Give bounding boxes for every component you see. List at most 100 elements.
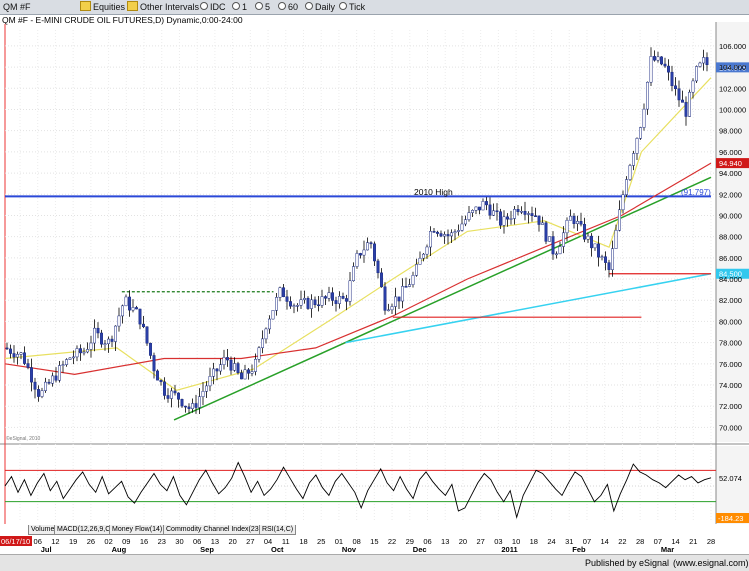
interval-radio-daily[interactable]: Daily xyxy=(305,0,335,14)
candle xyxy=(348,280,352,302)
candle xyxy=(170,390,173,399)
candle xyxy=(341,296,345,299)
candle xyxy=(576,221,579,224)
annotations: 103.975 94.940 84.500 xyxy=(716,62,749,279)
date-tick-label: 03 xyxy=(494,537,502,546)
radio-icon xyxy=(339,2,347,10)
date-tick-label: 20 xyxy=(459,537,467,546)
candle xyxy=(299,299,303,306)
folder-icon xyxy=(80,1,91,11)
month-label: Feb xyxy=(572,545,586,554)
candle xyxy=(233,363,236,371)
tab-rsi[interactable]: RSI(14,C) xyxy=(259,525,297,535)
candle xyxy=(572,215,576,224)
candle xyxy=(544,222,548,242)
candle xyxy=(254,358,257,372)
interval-radio-5[interactable]: 5 xyxy=(255,0,270,14)
candle xyxy=(247,369,250,374)
price-tick-label: 84.000 xyxy=(719,275,742,284)
tab-volume[interactable]: Volume xyxy=(28,525,58,535)
candle xyxy=(79,348,82,354)
candle xyxy=(632,153,635,166)
price-tick-label: 106.000 xyxy=(719,42,746,51)
radio-icon xyxy=(305,2,313,10)
date-tick-label: 16 xyxy=(140,537,148,546)
date-tick-label: 30 xyxy=(175,537,183,546)
equities-menu[interactable]: Equities xyxy=(80,0,125,14)
candle xyxy=(443,234,446,237)
candle xyxy=(152,355,156,372)
candle xyxy=(418,257,422,265)
symbol-label[interactable]: QM #F xyxy=(3,2,31,12)
candle xyxy=(303,298,306,300)
candle xyxy=(65,359,68,365)
candle xyxy=(184,405,187,408)
candle xyxy=(334,300,338,304)
tab-money-flow[interactable]: Money Flow(14) xyxy=(109,525,166,535)
candle xyxy=(551,236,555,255)
candle xyxy=(268,318,271,330)
candle xyxy=(373,243,376,262)
candle xyxy=(502,216,506,226)
candle xyxy=(128,296,131,311)
price-tag xyxy=(716,62,749,73)
osc-low-tag xyxy=(716,513,749,523)
date-tick-label: 15 xyxy=(370,537,378,546)
price-tick-label: 92.000 xyxy=(719,190,742,199)
date-tick-label: 25 xyxy=(317,537,325,546)
tab-cci[interactable]: Commodity Channel Index(23,C) xyxy=(163,525,271,535)
candle xyxy=(555,253,558,256)
candle xyxy=(667,65,670,73)
tab-macd[interactable]: MACD(12,26,9,C) xyxy=(54,525,116,535)
candle xyxy=(51,375,54,384)
interval-radio-tick[interactable]: Tick xyxy=(339,0,365,14)
status-bar: Published by eSignal (www.esignal.com) xyxy=(0,554,749,571)
candle xyxy=(44,381,47,391)
candle xyxy=(103,343,107,345)
candle xyxy=(495,210,499,213)
candle xyxy=(289,301,292,307)
hline-value-label: (91.797) xyxy=(681,188,711,197)
date-tick-label: 23 xyxy=(158,537,166,546)
candle xyxy=(292,305,296,307)
candle xyxy=(5,347,9,350)
month-label: Nov xyxy=(342,545,357,554)
price-tick-label: 72.000 xyxy=(719,402,742,411)
candle xyxy=(212,368,215,377)
candle xyxy=(471,210,474,213)
price-tick-label: 88.000 xyxy=(719,233,742,242)
candle xyxy=(331,292,334,301)
candle xyxy=(226,357,229,361)
candle xyxy=(590,235,593,249)
other-intervals-menu[interactable]: Other Intervals xyxy=(127,0,199,14)
interval-radio-60[interactable]: 60 xyxy=(278,0,298,14)
candle xyxy=(82,351,86,354)
price-tick-label: 94.000 xyxy=(719,169,742,178)
price-tag-label: 103.975 xyxy=(719,63,746,72)
interval-radio-idc[interactable]: IDC xyxy=(200,0,226,14)
price-tick-label: 78.000 xyxy=(719,339,742,348)
watermark: ©eSignal, 2010 xyxy=(6,435,40,442)
candle xyxy=(520,210,523,213)
trendline xyxy=(173,176,712,421)
interval-radio-1[interactable]: 1 xyxy=(232,0,247,14)
candle xyxy=(583,223,586,240)
candle xyxy=(362,249,366,256)
candle xyxy=(296,305,299,307)
candle xyxy=(58,365,61,381)
date-tick-label: 31 xyxy=(565,537,573,546)
candle xyxy=(429,231,432,248)
month-label: Aug xyxy=(112,545,127,554)
candle xyxy=(380,272,383,288)
price-tick-label: 80.000 xyxy=(719,317,742,326)
candle xyxy=(124,296,128,307)
candle xyxy=(100,332,103,345)
candle xyxy=(135,307,138,310)
candle xyxy=(313,299,317,306)
candle xyxy=(453,231,457,234)
price-tick-label: 102.000 xyxy=(719,84,746,93)
candle xyxy=(411,275,415,285)
candle xyxy=(86,349,89,353)
date-tick-label: 27 xyxy=(246,537,254,546)
